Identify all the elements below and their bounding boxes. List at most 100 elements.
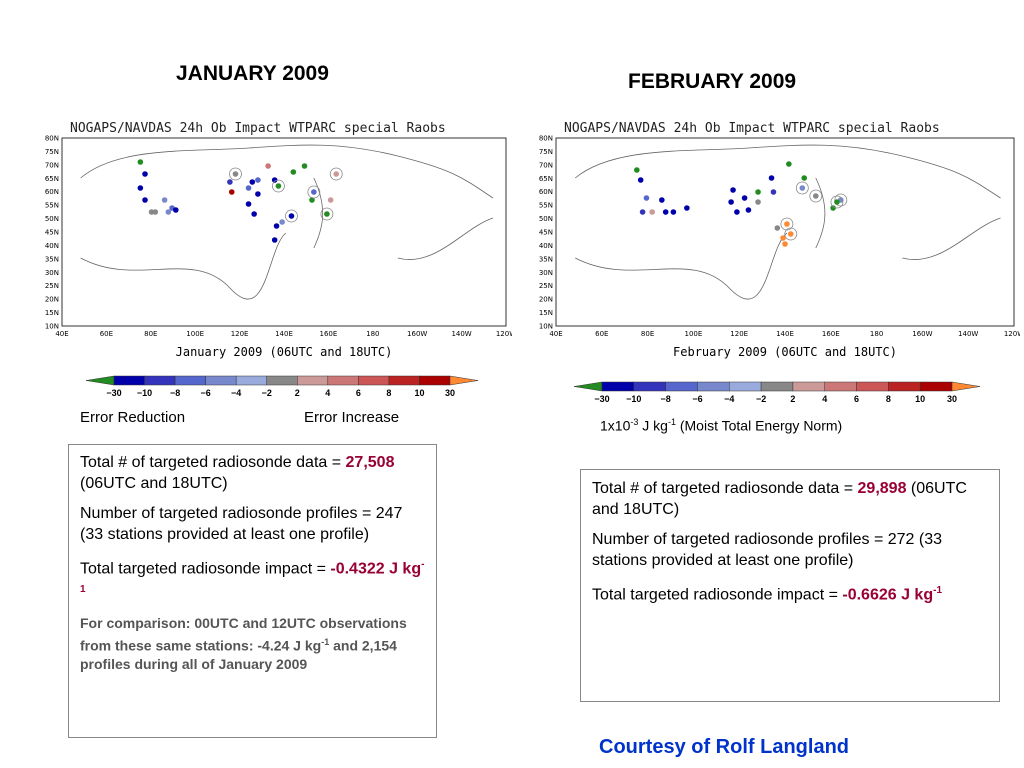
february-lon-tick: 140W bbox=[958, 330, 978, 338]
january-colorbar-segment bbox=[297, 375, 329, 386]
january-colorbar-segment bbox=[419, 375, 451, 386]
january-colorbar-min-arrow bbox=[85, 375, 115, 386]
january-station-marker bbox=[245, 185, 252, 191]
january-lat-tick: 20N bbox=[45, 296, 59, 304]
february-station-marker bbox=[801, 175, 808, 181]
january-station-ring bbox=[307, 185, 321, 199]
january-lat-tick: 50N bbox=[45, 215, 59, 223]
february-colorbar-segment bbox=[919, 381, 953, 392]
january-station-marker bbox=[228, 189, 235, 195]
january-lat-tick: 65N bbox=[45, 175, 59, 183]
january-colorbar-tick: 10 bbox=[414, 388, 424, 398]
february-colorbar-tick: −10 bbox=[626, 394, 641, 404]
january-lat-tick: 80N bbox=[45, 135, 59, 143]
january-station-ring bbox=[285, 209, 298, 223]
january-lat-tick: 30N bbox=[45, 269, 59, 277]
february-colorbar-segment bbox=[792, 381, 825, 392]
february-colorbar-tick: −4 bbox=[724, 394, 734, 404]
february-colorbar-segment bbox=[888, 381, 921, 392]
february-station-marker bbox=[730, 187, 736, 193]
january-colorbar-segment bbox=[388, 375, 420, 386]
february-lon-tick: 120E bbox=[730, 330, 748, 338]
january-map-title: NOGAPS/NAVDAS 24h Ob Impact WTPARC speci… bbox=[70, 121, 446, 136]
january-station-marker bbox=[327, 197, 334, 203]
february-total-data: Total # of targeted radiosonde data = 29… bbox=[592, 480, 967, 518]
january-station-marker bbox=[255, 177, 261, 183]
january-station-marker bbox=[137, 185, 144, 191]
january-station-marker bbox=[309, 197, 315, 203]
january-map: NOGAPS/NAVDAS 24h Ob Impact WTPARC speci… bbox=[36, 112, 512, 364]
february-lat-tick: 60N bbox=[539, 188, 553, 196]
february-station-marker bbox=[812, 193, 819, 199]
january-map-coastline bbox=[80, 144, 494, 300]
january-station-marker bbox=[227, 179, 233, 185]
february-colorbar-segment bbox=[697, 381, 730, 392]
february-lon-tick: 40E bbox=[549, 330, 562, 338]
january-station-marker bbox=[271, 237, 278, 243]
january-colorbar-segment bbox=[113, 375, 145, 386]
february-lat-tick: 50N bbox=[539, 215, 553, 223]
february-station-marker bbox=[774, 225, 781, 231]
february-lat-tick: 45N bbox=[539, 229, 553, 237]
february-station-marker bbox=[786, 161, 792, 167]
february-station-ring bbox=[809, 189, 823, 203]
february-colorbar-segment bbox=[856, 381, 889, 392]
january-station-marker bbox=[275, 183, 282, 189]
january-station-marker bbox=[142, 171, 148, 177]
january-lat-tick: 10N bbox=[45, 323, 59, 331]
january-lat-tick: 25N bbox=[45, 282, 59, 290]
february-station-marker bbox=[649, 209, 656, 215]
january-station-marker bbox=[273, 223, 280, 229]
january-lat-tick: 15N bbox=[45, 309, 59, 317]
february-station-marker bbox=[684, 205, 690, 211]
january-colorbar-tick: −8 bbox=[170, 388, 180, 398]
february-lat-tick: 30N bbox=[539, 269, 553, 277]
january-station-ring bbox=[272, 179, 285, 193]
february-station-marker bbox=[830, 205, 836, 211]
january-station-marker bbox=[172, 207, 179, 213]
february-map-coastline bbox=[574, 144, 1001, 300]
february-station-marker bbox=[639, 209, 646, 215]
january-colorbar-segment bbox=[205, 375, 237, 386]
february-station-ring bbox=[784, 227, 798, 241]
january-station-marker bbox=[288, 213, 295, 219]
january-map-frame bbox=[61, 137, 507, 327]
january-lon-tick: 140W bbox=[451, 330, 471, 338]
february-station-ring bbox=[834, 193, 848, 207]
february-colorbar-min-arrow bbox=[573, 381, 603, 392]
january-station-marker bbox=[255, 191, 261, 197]
january-station-ring bbox=[320, 207, 334, 221]
january-colorbar-tick: 6 bbox=[356, 388, 361, 398]
error-reduction-label: Error Reduction bbox=[80, 409, 186, 426]
february-colorbar-tick: 30 bbox=[947, 394, 957, 404]
january-station-marker bbox=[161, 197, 168, 203]
january-colorbar-tick: −6 bbox=[201, 388, 211, 398]
january-lat-tick: 40N bbox=[45, 242, 59, 250]
february-impact: Total targeted radiosonde impact = -0.66… bbox=[592, 585, 943, 604]
january-station-marker bbox=[137, 159, 144, 165]
february-colorbar-segment bbox=[665, 381, 698, 392]
february-station-marker bbox=[782, 241, 788, 247]
february-colorbar-segment bbox=[760, 381, 794, 392]
february-colorbar-segment bbox=[824, 381, 857, 392]
january-station-marker bbox=[165, 209, 172, 215]
january-station-marker bbox=[142, 197, 148, 203]
february-colorbar-tick: 2 bbox=[790, 394, 795, 404]
february-station-marker bbox=[799, 185, 806, 191]
february-station-marker bbox=[634, 167, 640, 173]
january-station-marker bbox=[279, 219, 285, 225]
january-colorbar-segment bbox=[144, 375, 176, 386]
february-colorbar-tick: 4 bbox=[822, 394, 827, 404]
january-station-marker bbox=[311, 189, 317, 195]
february-station-ring bbox=[795, 181, 809, 195]
january-colorbar-max-arrow bbox=[449, 375, 479, 386]
february-colorbar-tick: −8 bbox=[661, 394, 671, 404]
february-lat-tick: 15N bbox=[539, 309, 553, 317]
february-colorbar-segment bbox=[633, 381, 666, 392]
february-station-marker bbox=[728, 199, 734, 205]
february-station-marker bbox=[659, 197, 665, 203]
january-station-marker bbox=[245, 201, 252, 207]
february-lat-tick: 70N bbox=[539, 161, 553, 169]
january-lat-tick: 35N bbox=[45, 255, 59, 263]
january-lon-tick: 40E bbox=[55, 330, 68, 338]
